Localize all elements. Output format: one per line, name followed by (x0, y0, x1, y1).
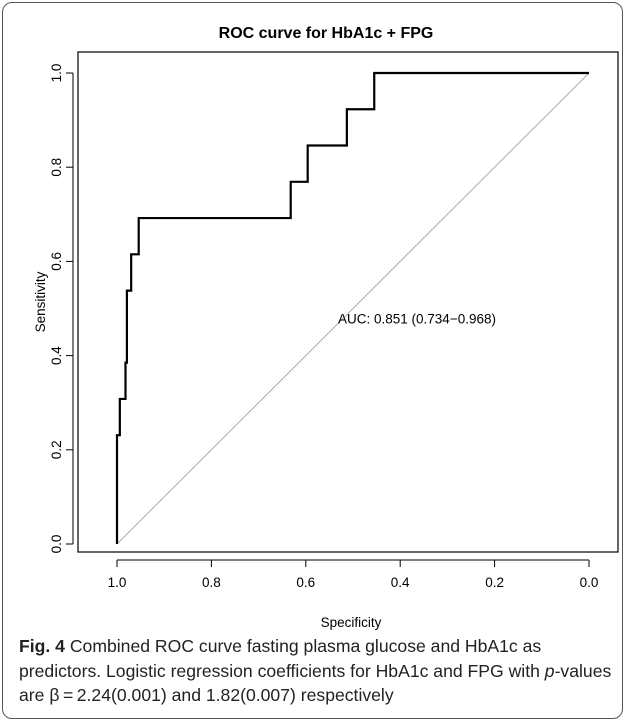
x-tick-label: 0.8 (202, 575, 221, 590)
x-tick-label: 1.0 (108, 575, 127, 590)
chart-title: ROC curve for HbA1c + FPG (219, 25, 434, 42)
reference-line-layer (116, 72, 590, 545)
y-tick-label: 0.0 (49, 535, 64, 554)
figure-caption: Fig. 4 Combined ROC curve fasting plasma… (19, 634, 615, 708)
y-tick-label: 0.4 (49, 346, 64, 365)
caption-text-2: -values are β = 2.24(0.001) and 1.82(0.0… (19, 660, 612, 706)
y-axis: 0.0 0.2 0.4 0.6 0.8 1.0 (49, 64, 74, 554)
reference-diagonal-line (116, 72, 590, 545)
plot-box (77, 51, 619, 553)
y-tick-label: 1.0 (49, 64, 64, 83)
roc-curve-line (115, 71, 589, 544)
y-tick-label: 0.2 (49, 440, 64, 459)
caption-p-italic: p (544, 660, 555, 681)
x-axis: 1.0 0.8 0.6 0.4 0.2 0.0 (108, 559, 599, 590)
auc-annotation: AUC: 0.851 (0.734−0.968) (338, 312, 496, 327)
x-axis-label: Specificity (321, 615, 382, 630)
x-tick-label: 0.2 (485, 575, 504, 590)
x-tick-label: 0.6 (296, 575, 315, 590)
roc-chart: ROC curve for HbA1c + FPG 1.0 0.8 0.6 0.4 0.… (33, 25, 619, 630)
x-tick-label: 0.4 (391, 575, 410, 590)
x-tick-label: 0.0 (580, 575, 599, 590)
y-axis-label: Sensitivity (33, 271, 48, 332)
caption-text-1: Combined ROC curve fasting plasma glucos… (19, 636, 545, 681)
series-layer (115, 71, 589, 544)
y-tick-label: 0.8 (49, 158, 64, 177)
y-tick-label: 0.6 (49, 252, 64, 271)
caption-fig-label: Fig. 4 (19, 636, 65, 656)
